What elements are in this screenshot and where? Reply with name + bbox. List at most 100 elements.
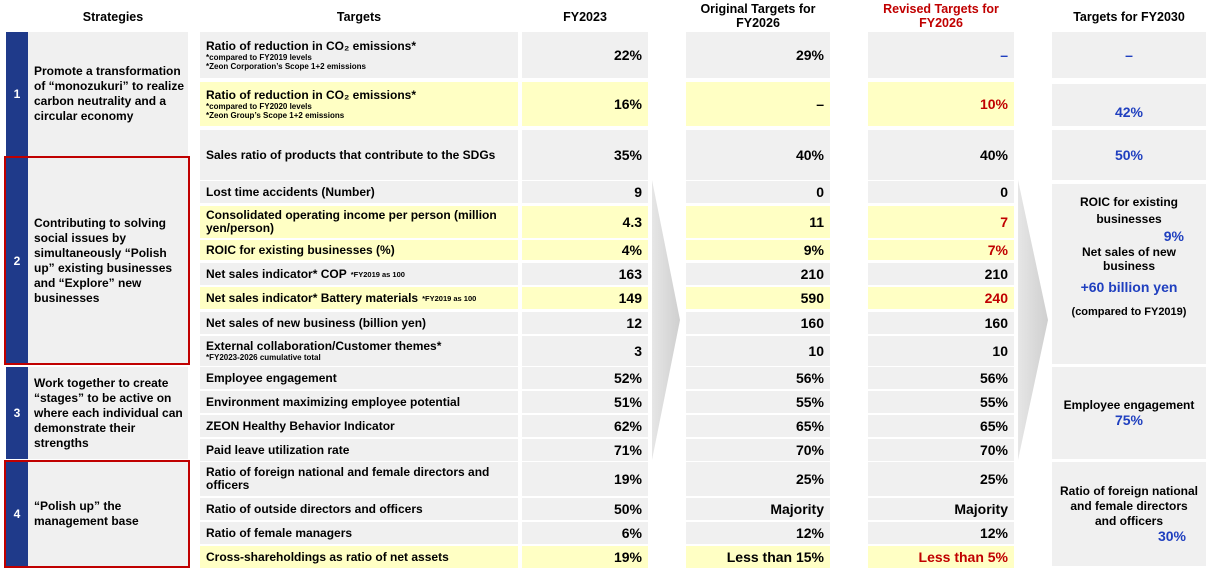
original-fy2026-value: Less than 15% xyxy=(686,546,830,568)
row-label: Cross-shareholdings as ratio of net asse… xyxy=(200,546,518,568)
row-label: Ratio of female managers xyxy=(200,522,518,544)
row-label: Employee engagement xyxy=(200,367,518,389)
fy2030-value: 75% xyxy=(1114,412,1144,428)
row-label: Environment maximizing employee potentia… xyxy=(200,391,518,413)
revised-fy2026-value: 10% xyxy=(868,82,1014,126)
revised-fy2026-value: 160 xyxy=(868,312,1014,334)
table-row: Cross-shareholdings as ratio of net asse… xyxy=(0,546,1020,568)
revised-fy2026-value: 10 xyxy=(868,336,1014,366)
fy2030-block-4: ROIC for existing businesses 9% Net sale… xyxy=(1052,184,1206,364)
fy2030-value: 30% xyxy=(1157,528,1186,544)
fy2030-block-1: – xyxy=(1052,32,1206,78)
table-row: Ratio of female managers 6% 12% 12% xyxy=(0,522,1020,544)
row-label: ZEON Healthy Behavior Indicator xyxy=(200,415,518,437)
fy2023-value: 4.3 xyxy=(522,206,648,238)
revised-fy2026-value: 240 xyxy=(868,287,1014,309)
original-fy2026-value: 9% xyxy=(686,240,830,260)
fy2023-value: 149 xyxy=(522,287,648,309)
fy2023-value: 16% xyxy=(522,82,648,126)
original-fy2026-value: 56% xyxy=(686,367,830,389)
revised-fy2026-value: – xyxy=(868,32,1014,78)
revised-fy2026-value: Less than 5% xyxy=(868,546,1014,568)
original-fy2026-value: Majority xyxy=(686,498,830,520)
original-fy2026-value: 590 xyxy=(686,287,830,309)
header-fy2023: FY2023 xyxy=(563,10,607,24)
header-strategies: Strategies xyxy=(82,10,144,24)
strategy-3-text: Work together to create “stages” to be a… xyxy=(28,367,188,459)
fy2030-label: ROIC for existing businesses xyxy=(1079,195,1178,226)
original-fy2026-value: 210 xyxy=(686,263,830,285)
revised-fy2026-value: 12% xyxy=(868,522,1014,544)
table-row: Environment maximizing employee potentia… xyxy=(0,391,1020,413)
fy2030-block-6: Ratio of foreign national and female dir… xyxy=(1052,462,1206,566)
arrow-right-icon xyxy=(1018,180,1048,460)
fy2023-value: 51% xyxy=(522,391,648,413)
arrow-right-icon xyxy=(652,180,680,460)
row-label: Ratio of outside directors and officers xyxy=(200,498,518,520)
table-row: Lost time accidents (Number) 9 0 0 xyxy=(0,181,1020,203)
fy2023-value: 4% xyxy=(522,240,648,260)
fy2023-value: 71% xyxy=(522,439,648,461)
revised-fy2026-value: 56% xyxy=(868,367,1014,389)
table-row: Ratio of reduction in CO₂ emissions* *co… xyxy=(0,82,1020,126)
strategy-1-number: 1 xyxy=(6,32,28,156)
strategy-2-number: 2 xyxy=(6,157,28,365)
table-row: Net sales indicator* Battery materials *F… xyxy=(0,287,1020,309)
strategy-4-number: 4 xyxy=(6,462,28,566)
table-row: Net sales of new business (billion yen) … xyxy=(0,312,1020,334)
fy2030-block-5: Employee engagement 75% xyxy=(1052,367,1206,459)
revised-fy2026-value: 55% xyxy=(868,391,1014,413)
table-row: Sales ratio of products that contribute … xyxy=(0,130,1020,180)
fy2030-value: 42% xyxy=(1114,104,1144,120)
row-label: Consolidated operating income per person… xyxy=(200,206,518,238)
table-row: Paid leave utilization rate 71% 70% 70% xyxy=(0,439,1020,461)
table-row: ZEON Healthy Behavior Indicator 62% 65% … xyxy=(0,415,1020,437)
original-fy2026-value: – xyxy=(686,82,830,126)
table-row: Ratio of reduction in CO₂ emissions* *co… xyxy=(0,32,1020,78)
row-label: Lost time accidents (Number) xyxy=(200,181,518,203)
fy2023-value: 163 xyxy=(522,263,648,285)
row-label: Net sales indicator* COP *FY2019 as 100 xyxy=(200,263,518,285)
header-revised-fy2026: Revised Targets for FY2026 xyxy=(883,2,999,30)
header-original-fy2026: Original Targets for FY2026 xyxy=(700,2,816,30)
row-label: Ratio of reduction in CO₂ emissions* *co… xyxy=(200,32,518,78)
fy2023-value: 52% xyxy=(522,367,648,389)
fy2023-value: 19% xyxy=(522,462,648,496)
table-row: Ratio of foreign national and female dir… xyxy=(0,462,1020,496)
fy2023-value: 35% xyxy=(522,130,648,180)
header-targets: Targets xyxy=(336,10,382,24)
revised-fy2026-value: 0 xyxy=(868,181,1014,203)
fy2030-block-2: 42% xyxy=(1052,84,1206,126)
table-row: Net sales indicator* COP *FY2019 as 100 1… xyxy=(0,263,1020,285)
revised-fy2026-value: 25% xyxy=(868,462,1014,496)
fy2030-value: 50% xyxy=(1114,147,1144,163)
row-label: Paid leave utilization rate xyxy=(200,439,518,461)
fy2023-value: 12 xyxy=(522,312,648,334)
original-fy2026-value: 160 xyxy=(686,312,830,334)
revised-fy2026-value: 7 xyxy=(868,206,1014,238)
table-row: Ratio of outside directors and officers … xyxy=(0,498,1020,520)
table-row: ROIC for existing businesses (%) 4% 9% 7… xyxy=(0,240,1020,260)
row-label: Net sales of new business (billion yen) xyxy=(200,312,518,334)
fy2023-value: 22% xyxy=(522,32,648,78)
table-row: Consolidated operating income per person… xyxy=(0,206,1020,238)
original-fy2026-value: 29% xyxy=(686,32,830,78)
revised-fy2026-value: 7% xyxy=(868,240,1014,260)
original-fy2026-value: 25% xyxy=(686,462,830,496)
original-fy2026-value: 70% xyxy=(686,439,830,461)
fy2030-label: Ratio of foreign national and female dir… xyxy=(1060,484,1198,528)
original-fy2026-value: 40% xyxy=(686,130,830,180)
strategy-2-text: Contributing to solving social issues by… xyxy=(4,156,190,365)
table-row: External collaboration/Customer themes* … xyxy=(0,336,1020,366)
strategy-4-text: “Polish up” the management base xyxy=(4,460,190,568)
original-fy2026-value: 65% xyxy=(686,415,830,437)
original-fy2026-value: 12% xyxy=(686,522,830,544)
strategy-1-text: Promote a transformation of “monozukuri”… xyxy=(28,32,188,156)
revised-fy2026-value: 70% xyxy=(868,439,1014,461)
fy2030-note: (compared to FY2019) xyxy=(1071,306,1187,318)
original-fy2026-value: 0 xyxy=(686,181,830,203)
row-label: Net sales indicator* Battery materials *F… xyxy=(200,287,518,309)
fy2030-value: – xyxy=(1125,47,1133,63)
fy2030-value: +60 billion yen xyxy=(1080,279,1178,295)
fy2023-value: 3 xyxy=(522,336,648,366)
